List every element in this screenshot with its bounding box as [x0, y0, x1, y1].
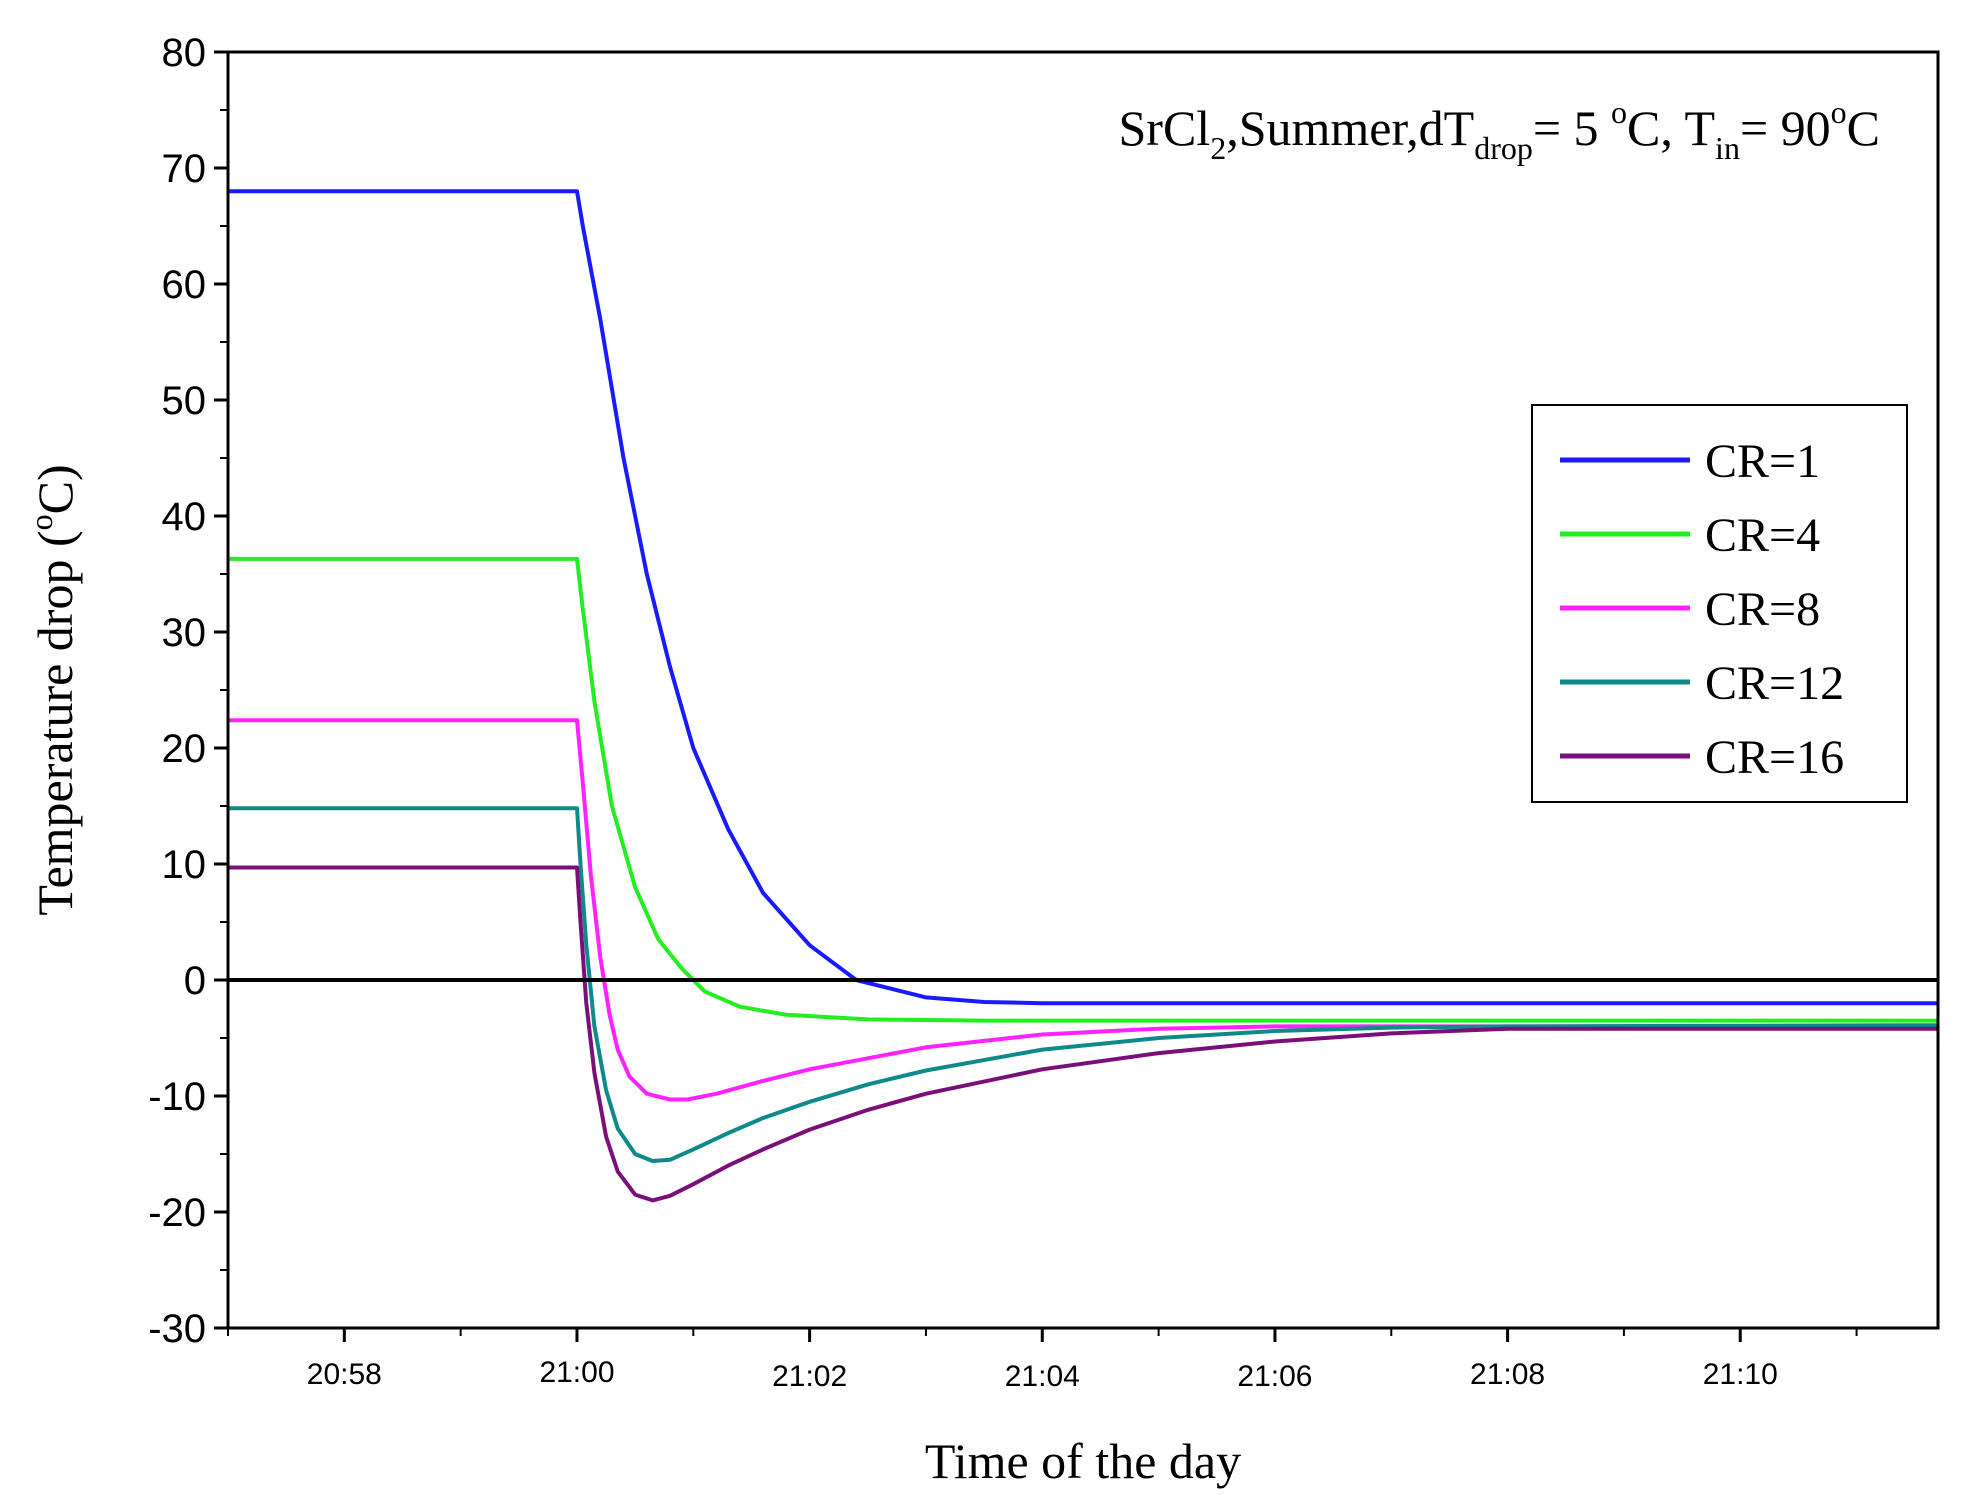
y-tick-label: 80	[162, 31, 207, 75]
y-tick-label: -30	[148, 1307, 206, 1351]
y-tick-label: -10	[148, 1075, 206, 1119]
series-line-cr-1	[228, 189, 1938, 1006]
y-tick-label: 70	[162, 147, 207, 191]
legend-label: CR=12	[1705, 657, 1844, 710]
legend-box	[1531, 404, 1908, 803]
y-tick-label: 10	[162, 843, 207, 887]
y-tick-label: 60	[162, 263, 207, 307]
series-line-cr-12	[228, 806, 1939, 1163]
y-tick-label: 0	[184, 959, 206, 1003]
y-tick-label: 20	[162, 727, 207, 771]
series-line-cr-8	[228, 718, 1938, 1102]
x-tick-label: 21:00	[539, 1356, 614, 1389]
x-tick-label: 20:58	[307, 1358, 382, 1391]
legend: CR=1 CR=4 CR=8 CR=12 CR=16	[1531, 404, 1908, 803]
legend-label: CR=1	[1705, 435, 1820, 488]
y-tick-label: 50	[162, 379, 207, 423]
y-axis-title: Temperature drop (oC)	[23, 464, 83, 915]
x-tick-label: 21:08	[1470, 1358, 1545, 1391]
series-line-cr-16	[228, 865, 1938, 1203]
chart-annotation: SrCl2,Summer,dTdrop= 5 oC, Tin= 90oC	[1119, 94, 1881, 166]
legend-label: CR=8	[1705, 583, 1820, 636]
legend-label: CR=16	[1705, 731, 1844, 784]
x-tick-label: 21:10	[1703, 1358, 1778, 1391]
legend-label: CR=4	[1705, 509, 1820, 562]
x-tick-label: 21:04	[1005, 1360, 1080, 1393]
x-tick-label: 21:02	[772, 1360, 847, 1393]
y-tick-label: 30	[162, 611, 207, 655]
y-tick-label: 40	[162, 495, 207, 539]
x-tick-label: 21:06	[1237, 1360, 1312, 1393]
y-tick-label: -20	[148, 1191, 206, 1235]
x-axis-title: Time of the day	[925, 1433, 1241, 1489]
